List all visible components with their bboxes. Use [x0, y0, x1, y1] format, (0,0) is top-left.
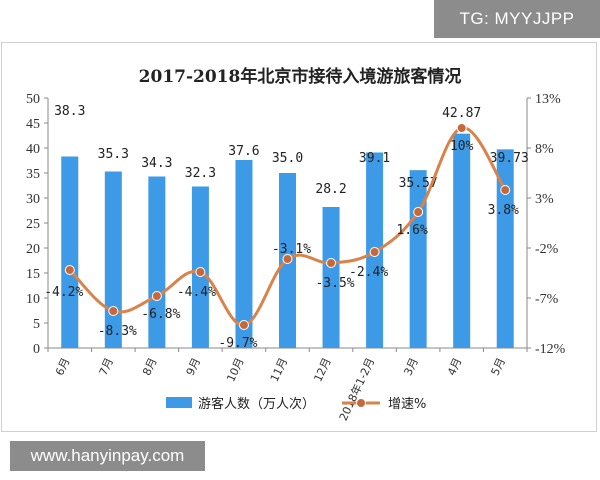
- bar-value-label: 35.3: [98, 147, 129, 162]
- legend-bar-label: 游客人数（万人次）: [198, 396, 315, 412]
- growth-value-label: -4.4%: [177, 285, 216, 300]
- bar-value-label: 37.6: [228, 144, 259, 159]
- x-tick-label: 6月: [53, 356, 72, 378]
- watermark-tag: TG: MYYJJPP: [434, 0, 600, 38]
- x-tick-label: 4月: [445, 356, 464, 378]
- growth-value-label: -2.4%: [349, 265, 388, 280]
- legend-line-marker: [356, 398, 366, 408]
- bar: [148, 176, 166, 348]
- bar-value-label: 42.87: [442, 106, 481, 121]
- bar-value-label: 39.1: [359, 151, 390, 166]
- bar: [496, 149, 514, 348]
- bar-value-label: 39.73: [490, 151, 529, 166]
- y-left-tick-label: 30: [26, 192, 40, 207]
- y-left-tick-label: 50: [26, 92, 40, 107]
- bar-value-label: 35.57: [399, 176, 438, 191]
- growth-marker: [108, 306, 119, 316]
- growth-marker: [195, 267, 206, 277]
- growth-value-label: -3.5%: [315, 276, 354, 291]
- bar: [235, 160, 253, 348]
- bar: [322, 207, 340, 348]
- growth-value-label: -3.1%: [272, 242, 311, 257]
- bar-value-label: 34.3: [141, 156, 172, 171]
- y-left-tick-label: 10: [26, 292, 40, 307]
- growth-marker: [369, 247, 380, 257]
- growth-value-label: -4.2%: [44, 285, 83, 300]
- growth-marker: [326, 258, 337, 268]
- chart-title: 2017-2018年北京市接待入境游旅客情况: [139, 66, 462, 87]
- x-tick-label: 8月: [140, 356, 159, 378]
- y-right-tick-label: -12%: [535, 342, 566, 357]
- growth-value-label: 1.6%: [396, 223, 427, 238]
- y-left-tick-label: 20: [26, 242, 40, 257]
- y-right-tick-label: -2%: [535, 242, 559, 257]
- growth-value-label: 3.8%: [488, 203, 519, 218]
- y-left-tick-label: 25: [26, 217, 40, 232]
- growth-value-label: -9.7%: [218, 336, 257, 351]
- y-left-tick-label: 45: [26, 117, 40, 132]
- x-tick-label: 3月: [401, 356, 420, 378]
- x-tick-label: 2018年1-2月: [336, 355, 377, 423]
- growth-marker: [151, 291, 162, 301]
- y-left-tick-label: 5: [33, 317, 40, 332]
- x-tick-label: 9月: [184, 356, 203, 378]
- growth-marker: [282, 254, 293, 264]
- y-left-tick-label: 0: [33, 342, 40, 357]
- growth-marker: [500, 185, 511, 195]
- bar: [409, 170, 427, 348]
- chart-frame: [1, 42, 597, 432]
- y-left-tick-label: 35: [26, 167, 40, 182]
- bar: [61, 156, 79, 348]
- growth-value-label: 10%: [450, 139, 474, 154]
- y-right-tick-label: 8%: [535, 142, 554, 157]
- bar: [104, 171, 122, 348]
- growth-value-label: -8.3%: [98, 324, 137, 339]
- growth-marker: [238, 320, 249, 330]
- bar: [453, 133, 471, 348]
- growth-marker: [413, 207, 424, 217]
- growth-marker: [456, 123, 467, 133]
- x-tick-label: 11月: [268, 356, 290, 384]
- x-tick-label: 10月: [224, 356, 246, 384]
- legend-bar-swatch: [166, 397, 192, 408]
- y-left-tick-label: 40: [26, 142, 40, 157]
- x-tick-label: 5月: [489, 356, 508, 378]
- legend-line-label: 增速%: [388, 397, 426, 412]
- y-right-tick-label: 13%: [535, 92, 561, 107]
- bar-value-label: 35.0: [272, 151, 303, 166]
- x-tick-label: 12月: [311, 356, 333, 384]
- y-right-tick-label: -7%: [535, 292, 559, 307]
- bar-value-label: 28.2: [315, 182, 346, 197]
- y-left-tick-label: 15: [26, 267, 40, 282]
- growth-marker: [64, 265, 75, 275]
- x-tick-label: 7月: [97, 356, 116, 378]
- bar-value-label: 38.3: [54, 104, 85, 119]
- growth-value-label: -6.8%: [141, 307, 180, 322]
- watermark-url: www.hanyinpay.com: [10, 441, 205, 471]
- y-right-tick-label: 3%: [535, 192, 554, 207]
- bar-value-label: 32.3: [185, 166, 216, 181]
